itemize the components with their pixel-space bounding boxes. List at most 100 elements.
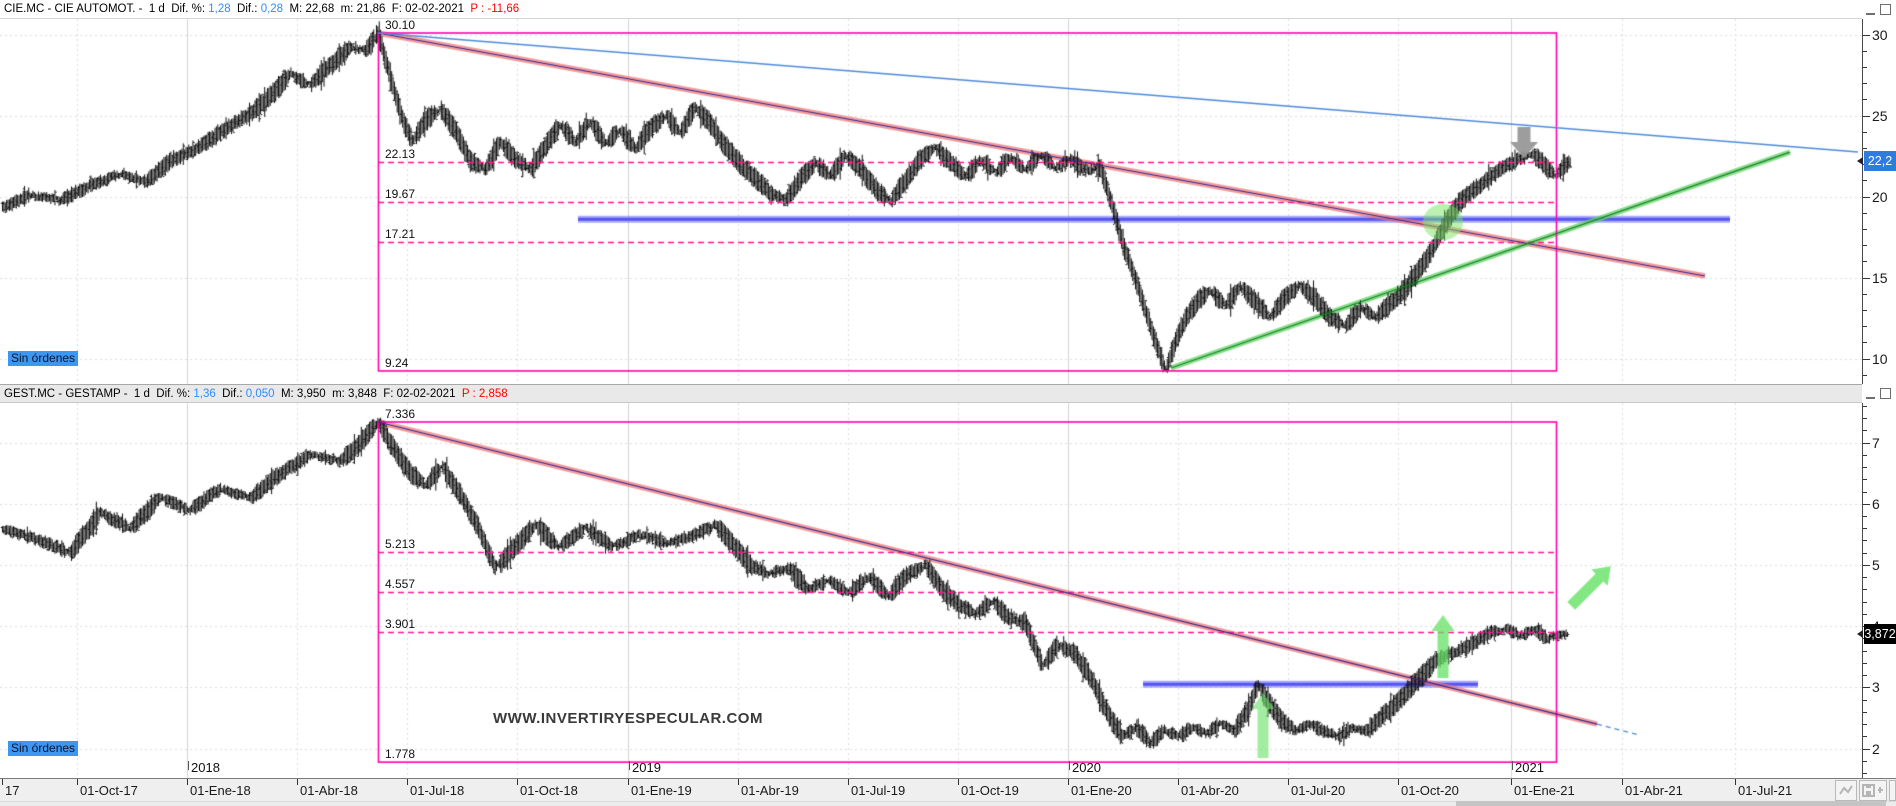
axis-tick	[1863, 51, 1867, 52]
date-axis[interactable]: 17 01-Oct-17 01-Ene-18 01-Abr-18 01-Jul-18 01…	[0, 778, 1896, 801]
axis-tick	[1863, 245, 1867, 246]
axis-tick	[1863, 675, 1867, 676]
horizontal-scrollbar[interactable]	[0, 801, 1896, 806]
price-level-label: 1.778	[385, 747, 416, 761]
axis-tick	[1863, 614, 1867, 615]
axis-tick	[1863, 467, 1867, 468]
header-segment: P : 2,858	[461, 388, 508, 400]
axis-tick	[1863, 326, 1867, 327]
date-tick-label: 01-Abr-21	[1625, 783, 1683, 798]
date-tick	[958, 779, 959, 785]
year-tick	[1069, 761, 1070, 770]
date-tick-label: 01-Abr-19	[741, 783, 799, 798]
price-tag-arrow-icon	[1857, 630, 1863, 638]
date-tick-label: 01-Ene-19	[631, 783, 692, 798]
date-tick-label: 01-Jul-18	[410, 783, 465, 798]
header-segment: Dif.:	[230, 3, 261, 15]
axis-tick	[1863, 749, 1870, 750]
price-level-label: 17.21	[385, 227, 416, 241]
axis-tick-label: 2	[1872, 741, 1880, 757]
indicator-tool-button[interactable]	[1835, 780, 1857, 801]
floppy-pin-icon	[1862, 784, 1883, 797]
price-level-label: 19.67	[385, 187, 416, 201]
date-tick	[187, 779, 188, 785]
restore-icon[interactable]	[1880, 388, 1891, 399]
axis-tick	[1863, 294, 1867, 295]
year-label: 2019	[632, 760, 661, 775]
axis-tick	[1863, 35, 1870, 36]
price-axis-cie[interactable]: 30 25 20 15 10 22,2	[1857, 19, 1896, 384]
axis-tick	[1863, 761, 1867, 762]
price-axis-gestamp[interactable]: 7654323,872	[1857, 403, 1896, 778]
axis-tick-label: 30	[1872, 27, 1888, 43]
header-segment: M: 22,68 m: 21,86 F: 02-02-2021	[283, 3, 471, 15]
price-level-label: 4.557	[385, 577, 416, 591]
header-segment: GEST.MC - GESTAMP - 1 d Dif. %:	[4, 388, 194, 400]
scrollbar-thumb[interactable]	[1456, 801, 1886, 806]
minimize-icon[interactable]	[1866, 6, 1875, 15]
axis-tick-label: 5	[1872, 557, 1880, 573]
minimize-icon[interactable]	[1866, 390, 1875, 399]
axis-tick	[1863, 197, 1870, 198]
last-price-tag: 22,2	[1857, 151, 1896, 171]
price-level-label: 9.24	[385, 356, 409, 370]
axis-tick	[1863, 261, 1867, 262]
axis-tick	[1863, 479, 1867, 480]
price-chart-canvas-gestamp[interactable]	[0, 403, 1862, 778]
axis-tick	[1863, 455, 1867, 456]
site-watermark: WWW.INVERTIRYESPECULAR.COM	[493, 710, 763, 727]
axis-tick	[1863, 736, 1867, 737]
axis-tick	[1863, 528, 1867, 529]
header-segment: 1,28	[208, 3, 231, 15]
date-tick	[1288, 779, 1289, 785]
year-label: 2018	[191, 760, 220, 775]
axis-tick-label: 7	[1872, 435, 1880, 451]
axis-tick	[1863, 99, 1867, 100]
price-chart-canvas-cie[interactable]	[0, 19, 1862, 384]
axis-tick	[1863, 700, 1867, 701]
header-segment: 0,050	[245, 388, 275, 400]
axis-tick	[1863, 553, 1867, 554]
year-tick	[188, 761, 189, 770]
cutoff-toolbar-button[interactable]	[1889, 780, 1896, 801]
date-tick-label: 01-Oct-17	[80, 783, 138, 798]
header-segment: 0,28	[260, 3, 284, 15]
axis-tick-label: 20	[1872, 189, 1888, 205]
date-tick	[1622, 779, 1623, 785]
axis-tick-label: 15	[1872, 270, 1888, 286]
date-tick	[738, 779, 739, 785]
date-tick	[848, 779, 849, 785]
date-tick-label: 01-Jul-20	[1291, 783, 1346, 798]
date-tick-label: 01-Oct-19	[961, 783, 1019, 798]
axis-tick	[1863, 589, 1867, 590]
year-tick	[1512, 761, 1513, 770]
axis-tick	[1863, 213, 1867, 214]
axis-tick	[1863, 229, 1867, 230]
panel-header-cie[interactable]: CIE.MC - CIE AUTOMOT. - 1 d Dif. %: 1,28…	[0, 0, 1862, 19]
date-tick-label: 01-Ene-20	[1071, 783, 1132, 798]
date-tick-label: 01-Oct-20	[1401, 783, 1459, 798]
axis-tick	[1863, 492, 1867, 493]
header-segment: 1,36	[193, 388, 216, 400]
header-segment: P : -11,66	[470, 3, 520, 15]
date-tick-label: 01-Jul-19	[851, 783, 906, 798]
date-tick	[1178, 779, 1179, 785]
panel-header-gestamp[interactable]: GEST.MC - GESTAMP - 1 d Dif. %: 1,36 Dif…	[0, 384, 1862, 403]
axis-tick	[1863, 359, 1870, 360]
axis-tick	[1863, 773, 1867, 774]
axis-tick	[1863, 504, 1870, 505]
save-layout-button[interactable]	[1859, 780, 1887, 801]
restore-icon[interactable]	[1880, 4, 1891, 15]
year-label: 2021	[1515, 760, 1544, 775]
axis-tick	[1863, 516, 1867, 517]
axis-tick	[1863, 712, 1867, 713]
axis-tick	[1863, 540, 1867, 541]
year-tick	[629, 761, 630, 770]
date-tick-label: 01-Jul-21	[1738, 783, 1793, 798]
axis-tick	[1863, 651, 1867, 652]
header-segment: M: 3,950 m: 3,848 F: 02-02-2021	[274, 388, 462, 400]
price-level-label: 30.10	[385, 18, 416, 32]
last-price-tag: 3,872	[1857, 624, 1896, 644]
axis-tick	[1863, 430, 1867, 431]
price-tag-arrow-icon	[1857, 157, 1863, 165]
